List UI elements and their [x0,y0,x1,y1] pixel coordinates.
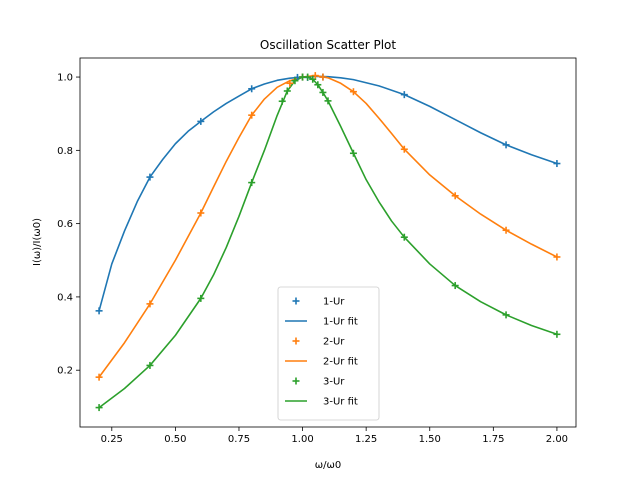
legend-entry: 1-Ur fit [285,317,358,328]
data-point-3-ur [95,404,103,412]
y-axis-label: I(ω)/I(ω0) [32,218,43,266]
data-point-3-ur [197,294,205,302]
data-point-3-ur [400,233,408,241]
legend-label: 2-Ur [323,337,345,348]
y-tick-label: 0.6 [57,219,73,230]
data-point-2-ur [400,145,408,153]
x-tick-label: 1.50 [419,434,441,445]
data-point-3-ur [319,88,327,96]
fit-line-1-ur-fit [98,75,558,312]
data-point-3-ur [324,97,332,105]
y-tick-label: 1.0 [57,73,73,84]
legend-entry: 2-Ur [292,337,345,348]
legend: 1-Ur 1-Ur fit 2-Ur 2-Ur fit 3-Ur 3-Ur fit [277,286,380,421]
scatter-points [95,72,561,412]
data-point-3-ur [451,282,459,290]
x-tick-label: 2.00 [546,434,568,445]
data-point-2-ur [502,226,510,234]
data-point-2-ur [319,73,327,81]
data-point-3-ur [309,75,317,83]
data-point-2-ur [248,111,256,119]
data-point-2-ur [451,192,459,200]
data-point-3-ur [304,73,312,81]
y-axis-ticks: 0.2 0.4 0.6 0.8 1.0 [57,73,80,377]
data-point-3-ur [146,361,154,369]
data-point-3-ur [283,87,291,95]
legend-label: 1-Ur fit [323,317,358,328]
legend-entry: 1-Ur [292,297,345,308]
y-tick-label: 0.2 [57,366,73,377]
x-axis-label: ω/ω0 [315,460,341,471]
data-point-3-ur [502,311,510,319]
data-point-2-ur [311,72,319,80]
data-point-1-ur [197,117,205,125]
legend-label: 3-Ur fit [323,397,358,408]
x-tick-label: 0.75 [228,434,250,445]
x-tick-label: 1.00 [291,434,313,445]
data-point-3-ur [553,330,561,338]
x-tick-label: 0.25 [101,434,123,445]
data-point-3-ur [248,179,256,187]
x-tick-label: 1.25 [355,434,377,445]
y-tick-label: 0.8 [57,146,73,157]
data-point-2-ur [146,300,154,308]
data-point-3-ur [278,97,286,105]
data-point-3-ur [291,77,299,85]
data-point-2-ur [197,209,205,217]
legend-label: 2-Ur fit [323,357,358,368]
data-point-1-ur [553,160,561,168]
x-tick-label: 0.50 [164,434,186,445]
data-point-2-ur [553,253,561,261]
plot-frame [79,57,577,428]
legend-label: 3-Ur [323,377,345,388]
data-point-2-ur [286,79,294,87]
legend-entry: 2-Ur fit [285,357,358,368]
legend-entry: 3-Ur [292,377,345,388]
data-point-1-ur [146,173,154,181]
data-point-1-ur [400,91,408,99]
data-point-3-ur [349,149,357,157]
data-point-3-ur [314,81,322,89]
data-point-2-ur [349,88,357,96]
legend-entry: 3-Ur fit [285,397,358,408]
legend-label: 1-Ur [323,297,345,308]
data-point-2-ur [95,373,103,381]
x-axis-ticks: 0.25 0.50 0.75 1.00 1.25 1.50 1.75 2.00 [101,427,568,445]
data-point-1-ur [248,85,256,93]
chart-title: Oscillation Scatter Plot [260,38,396,52]
data-point-1-ur [502,141,510,149]
y-tick-label: 0.4 [57,292,73,303]
x-tick-label: 1.75 [482,434,504,445]
data-point-1-ur [95,307,103,315]
